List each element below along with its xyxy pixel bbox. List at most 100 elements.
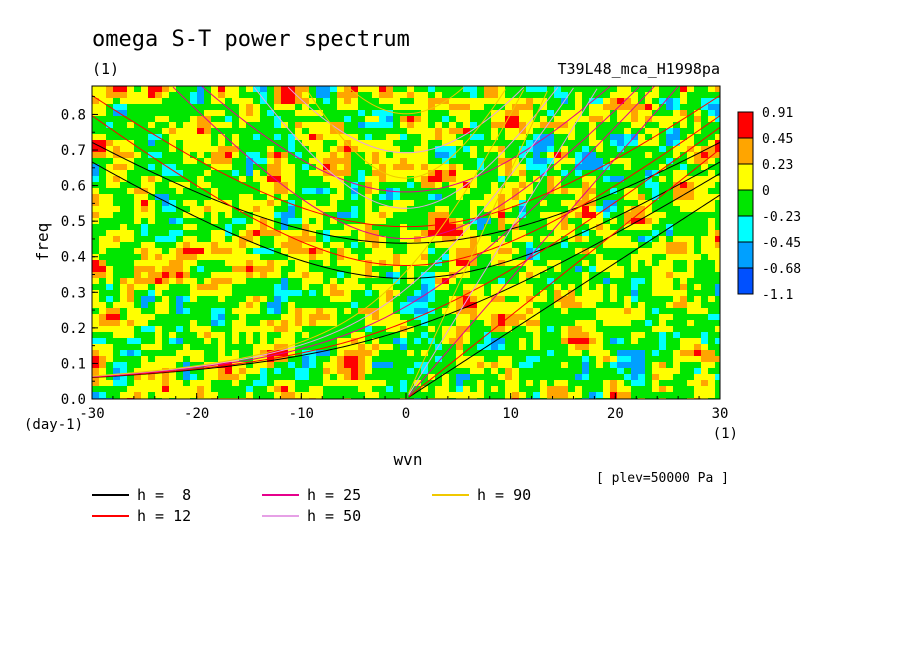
field-cell — [512, 104, 519, 110]
field-cell — [134, 278, 141, 284]
field-cell — [351, 350, 358, 356]
field-cell — [302, 278, 309, 284]
field-cell — [421, 116, 428, 122]
field-cell — [435, 272, 442, 278]
field-cell — [596, 356, 603, 362]
field-cell — [141, 86, 148, 92]
field-cell — [708, 140, 715, 146]
field-cell — [302, 374, 309, 380]
field-cell — [337, 134, 344, 140]
field-cell — [218, 98, 225, 104]
field-cell — [491, 194, 498, 200]
field-cell — [603, 98, 610, 104]
field-cell — [141, 272, 148, 278]
field-cell — [323, 260, 330, 266]
field-cell — [715, 110, 720, 116]
field-cell — [246, 272, 253, 278]
field-cell — [330, 284, 337, 290]
field-cell — [281, 218, 288, 224]
field-cell — [211, 110, 218, 116]
field-cell — [561, 110, 568, 116]
field-cell — [260, 344, 267, 350]
field-cell — [512, 200, 519, 206]
field-cell — [148, 212, 155, 218]
field-cell — [316, 386, 323, 392]
field-cell — [428, 218, 435, 224]
field-cell — [659, 320, 666, 326]
curve-h25-ig2 — [201, 85, 611, 193]
field-cell — [281, 314, 288, 320]
field-cell — [470, 362, 477, 368]
field-cell — [701, 98, 708, 104]
field-cell — [400, 338, 407, 344]
field-cell — [246, 332, 253, 338]
field-cell — [400, 200, 407, 206]
field-cell — [155, 176, 162, 182]
field-cell — [274, 212, 281, 218]
field-cell — [638, 116, 645, 122]
field-cell — [190, 350, 197, 356]
field-cell — [484, 98, 491, 104]
field-cell — [190, 200, 197, 206]
field-cell — [316, 86, 323, 92]
field-cell — [316, 134, 323, 140]
field-cell — [92, 110, 99, 116]
field-cell — [267, 146, 274, 152]
field-cell — [232, 260, 239, 266]
field-cell — [253, 380, 260, 386]
field-cell — [218, 242, 225, 248]
field-cell — [596, 104, 603, 110]
field-cell — [666, 302, 673, 308]
field-cell — [246, 206, 253, 212]
field-cell — [715, 152, 720, 158]
field-cell — [295, 122, 302, 128]
field-cell — [638, 122, 645, 128]
field-cell — [554, 176, 561, 182]
field-cell — [365, 206, 372, 212]
field-cell — [428, 98, 435, 104]
field-cell — [316, 164, 323, 170]
field-cell — [547, 224, 554, 230]
field-cell — [638, 140, 645, 146]
field-cell — [183, 128, 190, 134]
field-cell — [694, 116, 701, 122]
field-cell — [176, 266, 183, 272]
field-cell — [169, 380, 176, 386]
field-cell — [246, 260, 253, 266]
field-cell — [99, 212, 106, 218]
field-cell — [309, 110, 316, 116]
field-cell — [428, 290, 435, 296]
colorbar-label: 0.91 — [762, 106, 793, 121]
field-cell — [505, 326, 512, 332]
field-cell — [127, 188, 134, 194]
field-cell — [211, 308, 218, 314]
field-cell — [708, 86, 715, 92]
field-cell — [176, 248, 183, 254]
field-cell — [365, 290, 372, 296]
field-cell — [148, 278, 155, 284]
field-cell — [582, 290, 589, 296]
field-cell — [456, 230, 463, 236]
field-cell — [694, 392, 701, 398]
field-cell — [379, 158, 386, 164]
field-cell — [106, 194, 113, 200]
field-cell — [106, 206, 113, 212]
field-cell — [330, 128, 337, 134]
field-cell — [162, 386, 169, 392]
field-cell — [652, 140, 659, 146]
field-cell — [337, 230, 344, 236]
field-cell — [113, 158, 120, 164]
field-cell — [603, 230, 610, 236]
legend-label: h = 90 — [477, 486, 531, 504]
field-cell — [638, 308, 645, 314]
field-cell — [442, 140, 449, 146]
x-axis-label: wvn — [394, 450, 423, 469]
field-cell — [407, 152, 414, 158]
field-cell — [120, 332, 127, 338]
field-cell — [204, 332, 211, 338]
field-cell — [561, 200, 568, 206]
field-cell — [582, 248, 589, 254]
field-cell — [694, 254, 701, 260]
field-cell — [351, 368, 358, 374]
field-cell — [519, 164, 526, 170]
